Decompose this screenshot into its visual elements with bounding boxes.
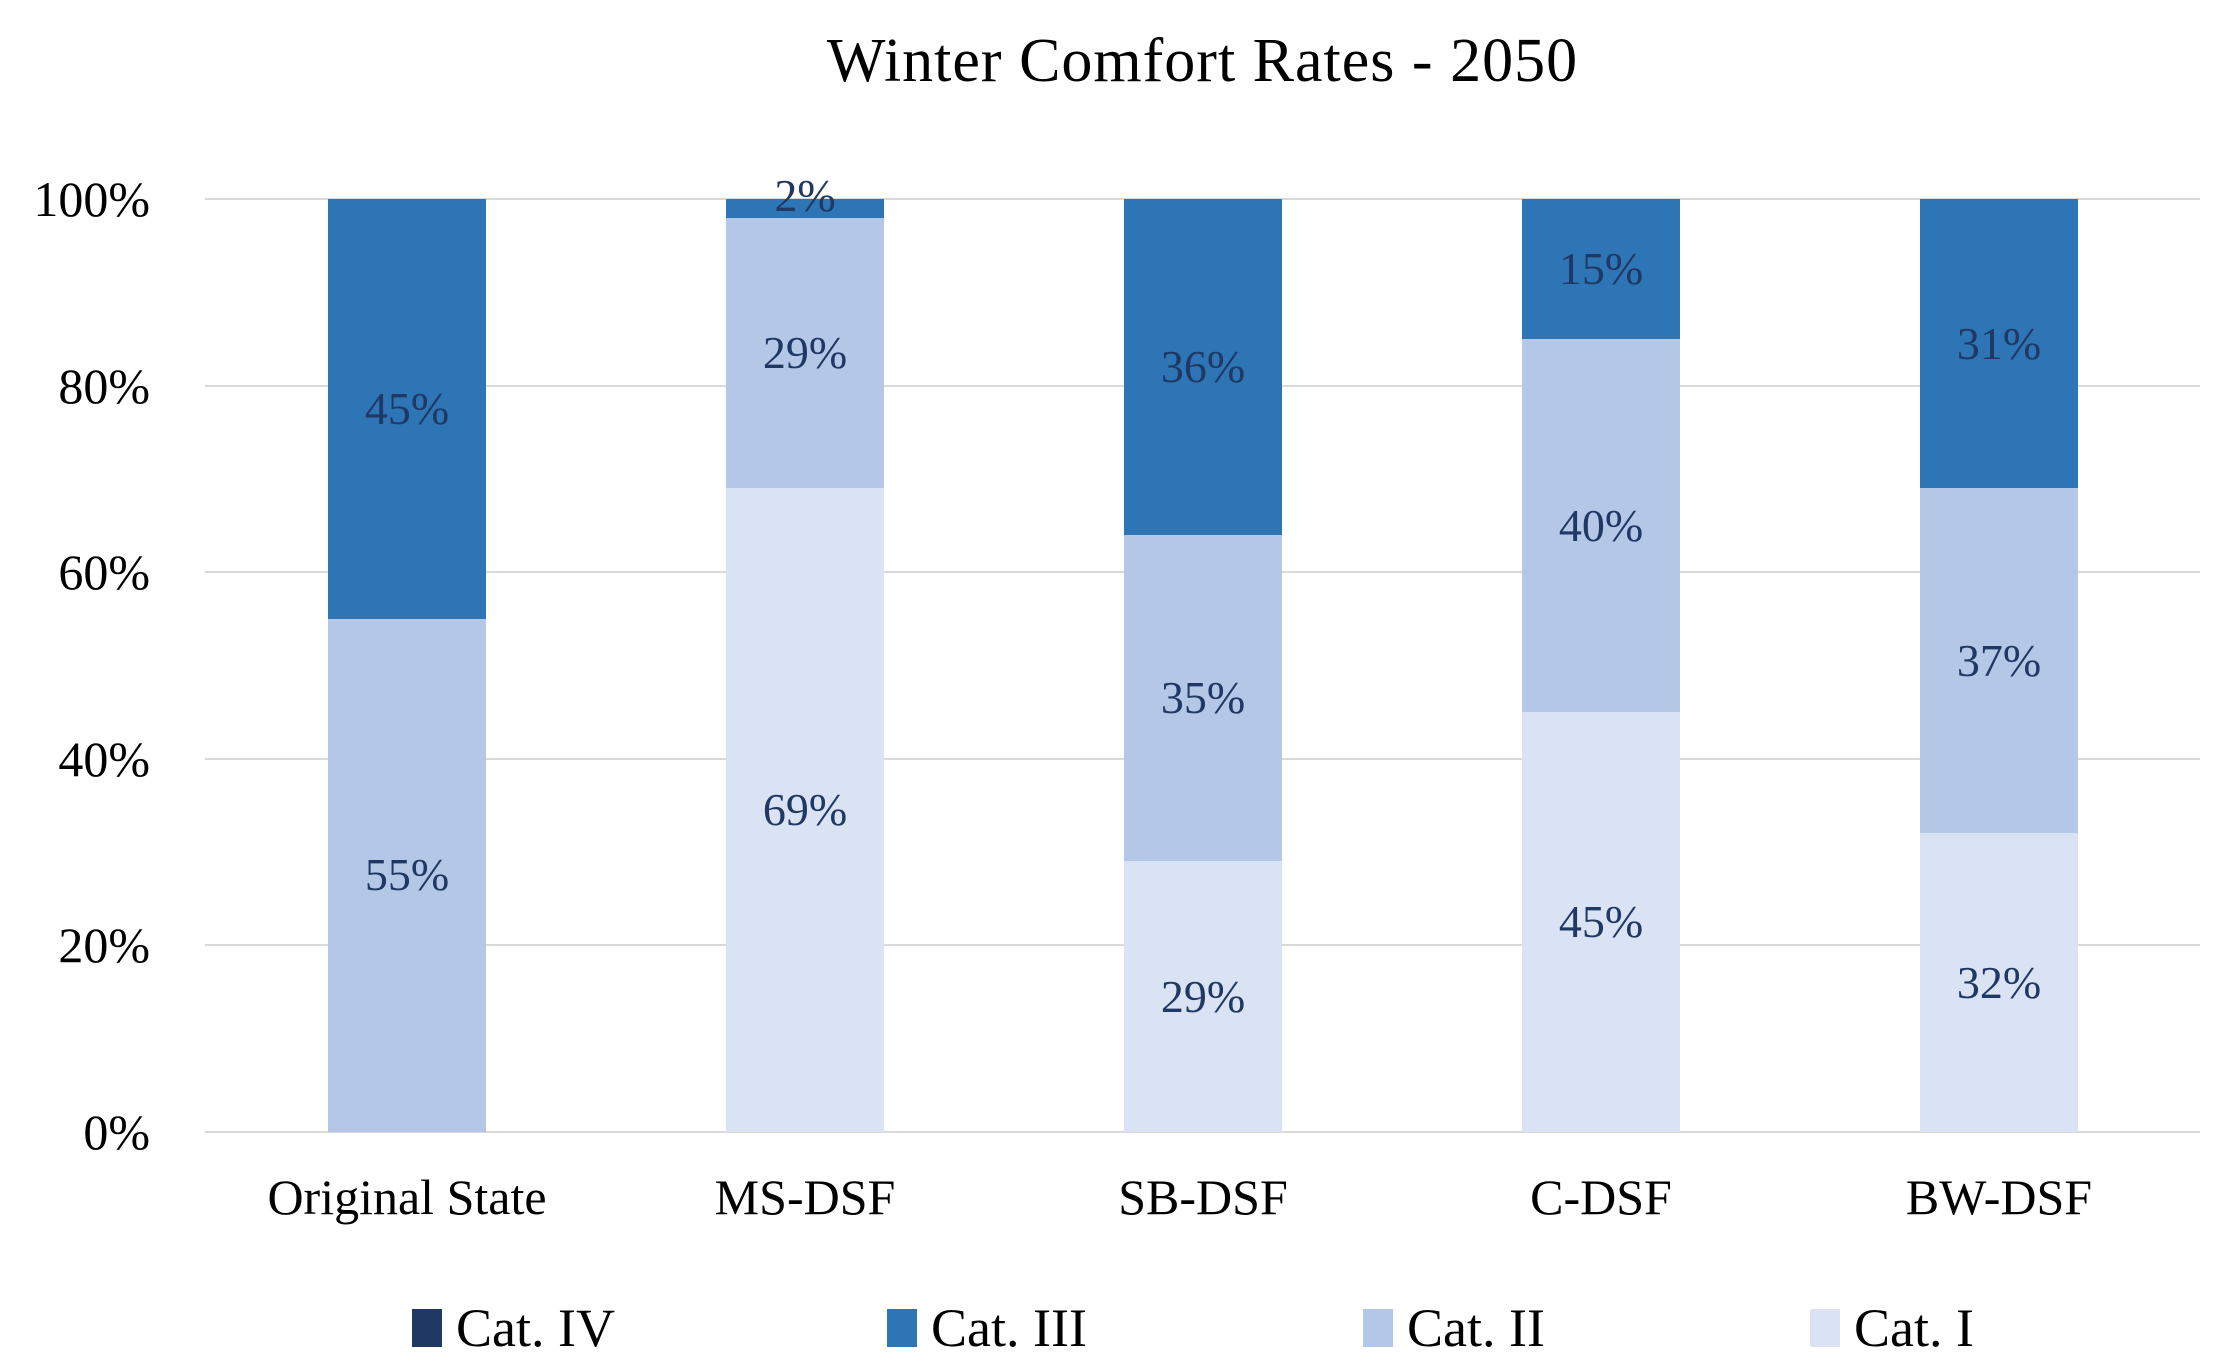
bar-segment-cat-ii: [1124, 534, 1282, 862]
legend-label: Cat. IV: [456, 1298, 615, 1358]
y-axis-tick-label: 60%: [58, 544, 150, 601]
bar-segment-cat-i: [1522, 712, 1680, 1132]
x-axis-category-label: MS-DSF: [714, 1169, 896, 1225]
y-axis-tick-label: 100%: [33, 171, 150, 227]
bar-segment-cat-i: [1920, 833, 2078, 1132]
legend-label: Cat. III: [931, 1298, 1087, 1358]
y-axis-tick-label: 40%: [58, 730, 150, 787]
bar-segment-cat-ii: [1522, 338, 1680, 713]
bar-segment-cat-ii: [726, 217, 884, 489]
gridline: [205, 1131, 2200, 1133]
bar-segment-cat-iii: [1522, 199, 1680, 339]
legend-item-cat-iv: Cat. IV: [412, 1297, 615, 1359]
legend-item-cat-i: Cat. I: [1810, 1297, 1974, 1359]
legend-label: Cat. II: [1407, 1298, 1545, 1358]
bar-segment-cat-ii: [1920, 488, 2078, 834]
bar-segment-cat-i: [1124, 861, 1282, 1132]
y-axis-tick-label: 20%: [58, 917, 150, 974]
legend-swatch: [412, 1309, 442, 1347]
legend-swatch: [887, 1309, 917, 1347]
x-axis-category-label: BW-DSF: [1905, 1169, 2093, 1225]
bar-segment-cat-ii: [328, 618, 486, 1132]
bar-segment-cat-iii: [328, 199, 486, 619]
x-axis-category-label: C-DSF: [1530, 1169, 1672, 1225]
bar-segment-cat-i: [726, 488, 884, 1132]
y-axis-tick-label: 0%: [83, 1104, 150, 1160]
x-axis-category-label: SB-DSF: [1118, 1169, 1288, 1225]
bar-segment-cat-iii: [1124, 199, 1282, 535]
bar-segment-cat-iii: [726, 199, 884, 218]
y-axis-tick-label: 80%: [58, 357, 150, 414]
chart-title: Winter Comfort Rates - 2050: [826, 27, 1579, 95]
legend-item-cat-iii: Cat. III: [887, 1297, 1087, 1359]
bar-segment-cat-iii: [1920, 199, 2078, 489]
x-axis-category-label: Original State: [267, 1169, 547, 1225]
legend-label: Cat. I: [1854, 1298, 1974, 1358]
legend-swatch: [1363, 1309, 1393, 1347]
legend-swatch: [1810, 1309, 1840, 1347]
legend-item-cat-ii: Cat. II: [1363, 1297, 1545, 1359]
